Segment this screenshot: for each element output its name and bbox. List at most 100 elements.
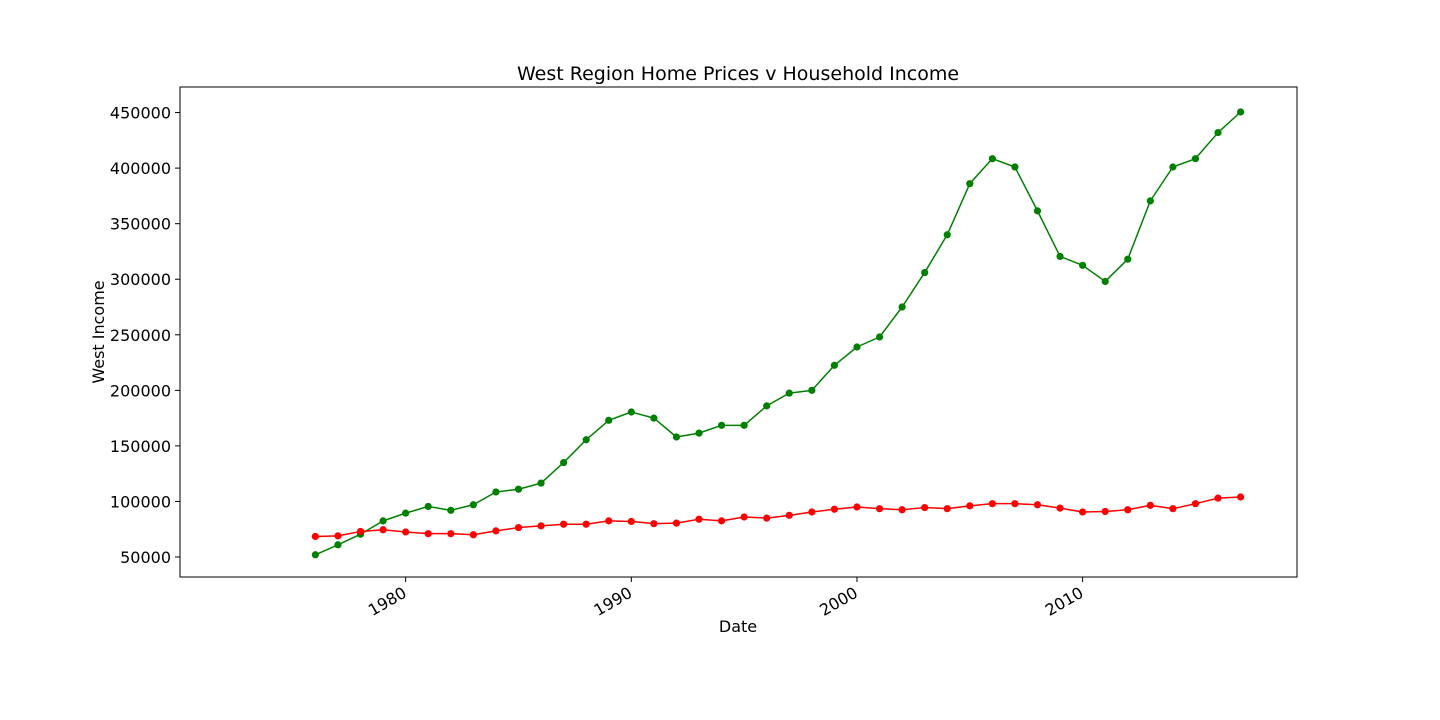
data-point-series-2 [763,514,771,522]
data-point-series-2 [988,500,996,508]
data-point-series-1 [560,458,568,467]
series-line-2 [315,496,1241,538]
data-point-series-2 [672,519,681,527]
data-point-series-1 [763,402,771,410]
data-point-series-1 [1124,255,1132,263]
data-point-series-2 [875,505,884,513]
data-point-series-1 [424,502,432,511]
data-point-series-2 [1079,508,1087,516]
data-point-series-1 [1146,197,1154,205]
y-tick-label: 100000 [110,492,171,511]
data-point-series-1 [627,408,635,416]
data-point-series-2 [650,520,658,528]
data-point-series-2 [921,503,929,512]
data-point-series-1 [695,429,703,437]
data-point-series-1 [740,421,748,429]
data-point-series-2 [695,515,703,523]
data-point-series-2 [605,517,613,525]
data-point-series-1 [1236,108,1245,116]
data-point-series-2 [1214,494,1222,502]
data-point-series-1 [469,501,477,509]
data-point-series-1 [379,517,387,525]
data-point-series-1 [1169,163,1177,171]
y-tick-label: 400000 [110,159,171,178]
data-point-series-1 [605,416,613,424]
data-point-series-1 [785,389,793,397]
data-point-series-1 [988,155,996,163]
data-point-series-1 [672,433,681,441]
data-point-series-1 [875,333,884,341]
data-point-series-1 [311,551,319,559]
y-tick-label: 250000 [110,326,171,345]
data-point-series-2 [1236,493,1245,501]
data-point-series-2 [447,530,455,538]
y-tick-label: 300000 [110,270,171,289]
data-point-series-2 [469,531,477,539]
data-point-series-2 [1124,506,1132,514]
data-point-series-2 [966,502,974,510]
data-point-series-1 [830,361,839,369]
data-point-series-1 [853,343,861,351]
data-point-series-1 [943,231,951,239]
data-point-series-2 [1146,501,1154,509]
y-tick-label: 150000 [110,437,171,456]
data-point-series-2 [943,505,951,513]
data-point-series-1 [582,436,590,444]
data-point-series-2 [402,528,410,536]
data-point-series-2 [898,506,906,514]
y-tick-label: 50000 [120,548,171,567]
data-point-series-2 [1011,500,1019,508]
data-point-series-1 [1011,163,1019,171]
data-point-series-1 [1079,261,1087,269]
data-point-series-2 [808,508,816,516]
data-point-series-1 [492,488,500,496]
data-point-series-2 [334,532,342,540]
series-line-1 [315,111,1242,556]
data-point-series-1 [537,479,545,487]
data-point-series-1 [1101,277,1109,286]
data-point-series-2 [560,520,568,528]
data-point-series-2 [311,532,319,541]
data-point-series-1 [402,509,410,517]
x-axis-label: Date [719,617,757,636]
data-point-series-2 [582,520,590,528]
data-point-series-2 [1169,505,1177,513]
data-point-series-1 [966,180,974,188]
data-point-series-2 [1033,501,1042,509]
data-point-series-2 [830,505,839,513]
data-point-series-1 [1191,155,1200,163]
data-point-series-1 [514,485,523,493]
chart-title: West Region Home Prices v Household Inco… [517,63,959,85]
data-point-series-2 [1056,504,1064,512]
data-point-series-1 [334,541,342,549]
data-point-series-1 [1056,252,1064,261]
data-point-series-2 [740,513,748,521]
data-point-series-2 [492,527,500,535]
y-tick-label: 450000 [110,104,171,123]
data-point-series-2 [514,523,523,532]
y-tick-label: 350000 [110,215,171,234]
data-point-series-1 [898,303,906,311]
data-point-series-2 [853,503,861,511]
data-point-series-1 [1033,207,1042,215]
data-point-series-1 [808,386,816,394]
data-point-series-1 [921,268,929,277]
data-point-series-2 [627,517,635,526]
data-point-series-1 [650,414,658,422]
data-point-series-2 [785,511,793,519]
data-point-series-1 [717,421,726,429]
y-axis-label: West Income [89,280,108,383]
data-point-series-2 [537,522,545,530]
axes-frame [179,86,1298,578]
data-point-series-2 [717,517,726,525]
data-point-series-1 [447,506,455,514]
data-point-series-2 [424,530,432,538]
data-point-series-2 [1101,507,1109,516]
data-point-series-2 [379,526,387,534]
data-point-series-1 [1214,128,1222,137]
y-tick-label: 200000 [110,381,171,400]
data-point-series-2 [356,527,365,536]
data-point-series-2 [1191,500,1200,508]
